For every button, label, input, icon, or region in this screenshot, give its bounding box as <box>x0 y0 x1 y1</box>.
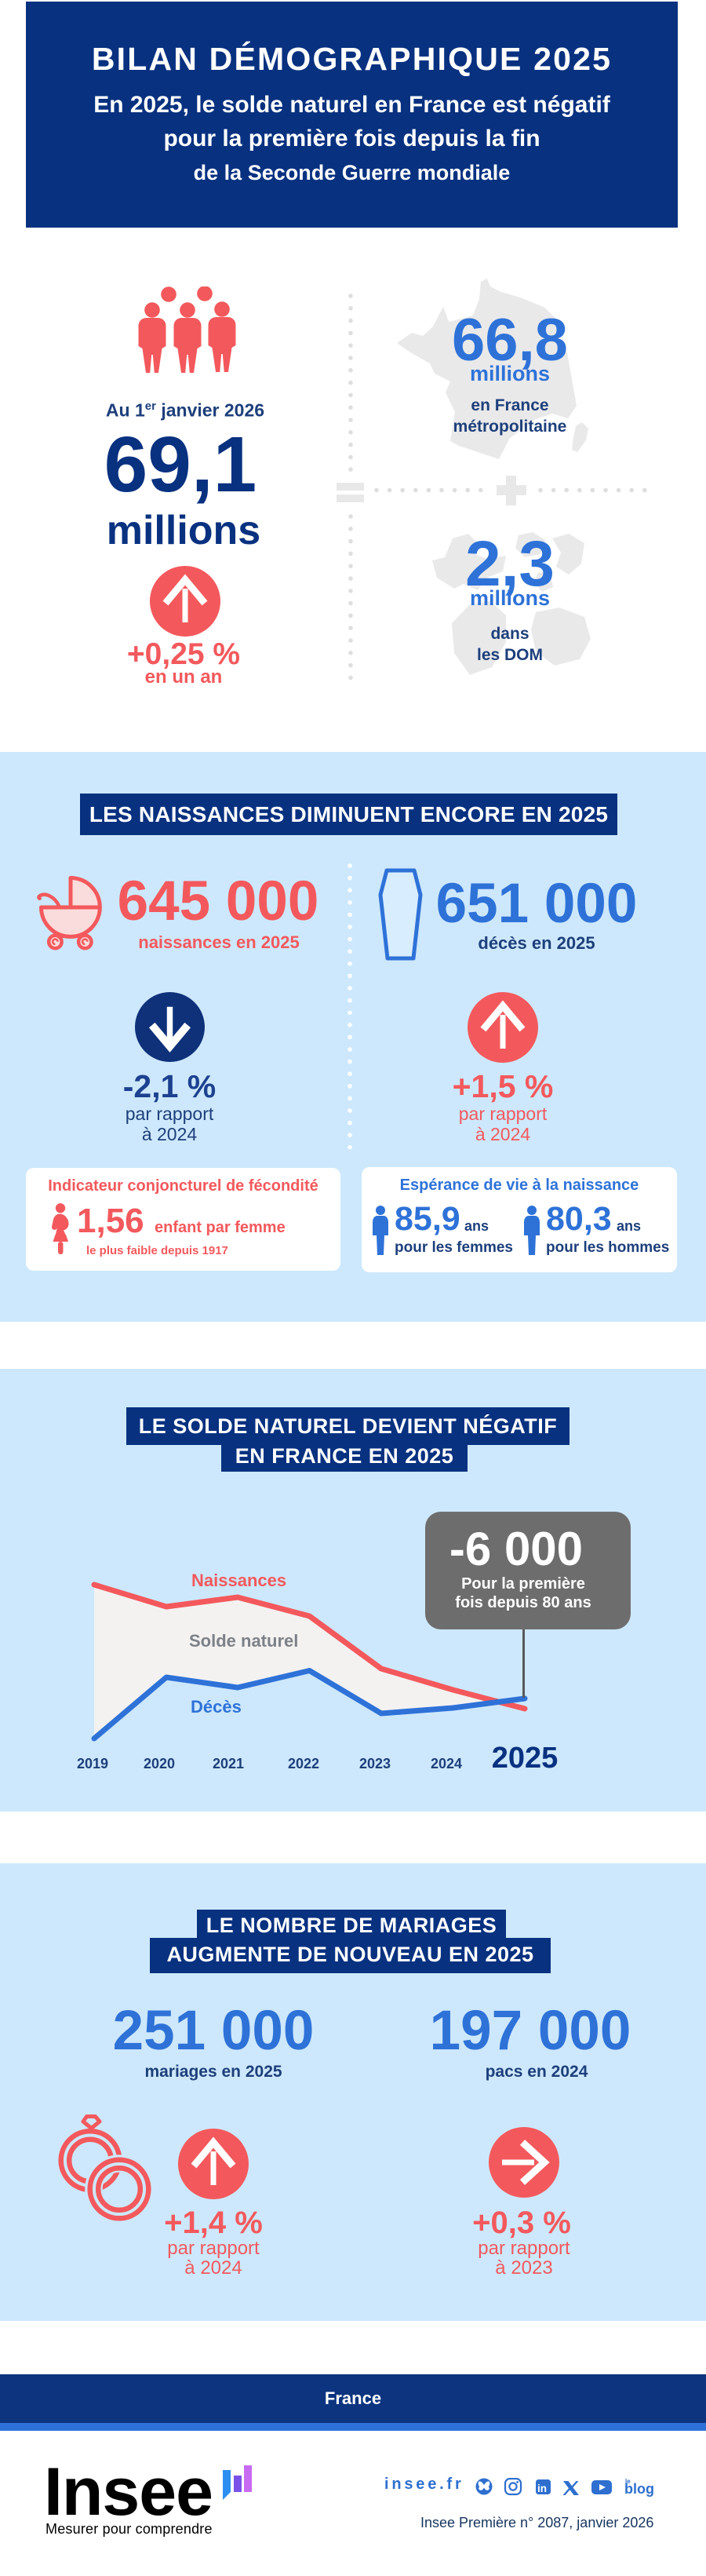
svg-text:le: le <box>625 2478 631 2485</box>
svg-text:blog: blog <box>624 2481 654 2497</box>
svg-text:in: in <box>537 2483 547 2494</box>
